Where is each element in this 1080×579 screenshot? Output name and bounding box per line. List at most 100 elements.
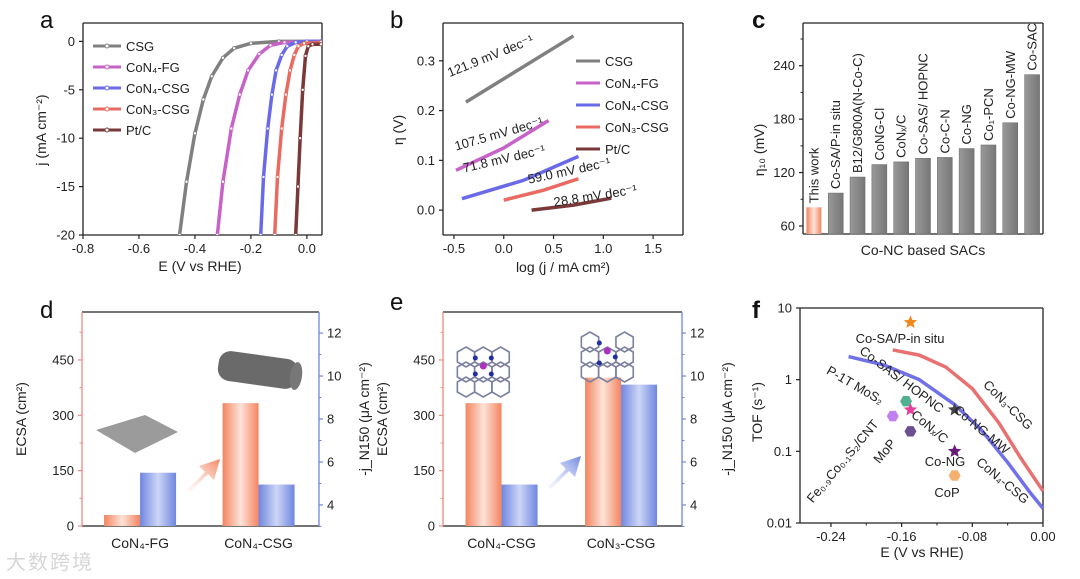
- con4-structure-illustration: [456, 346, 511, 398]
- data-point: [318, 42, 322, 47]
- x-tick-label: 0.0: [495, 241, 513, 256]
- data-point: [292, 52, 297, 57]
- y-tick-label: 0.3: [417, 53, 435, 68]
- y-tick-label: 0.0: [417, 203, 435, 218]
- bar-current-0: [140, 472, 177, 526]
- hexagon-marker: [886, 410, 899, 422]
- x-category-label: CoN₄-CSG: [467, 535, 536, 551]
- series-line-0: [177, 39, 321, 235]
- legend-marker: [104, 106, 110, 112]
- marker-label: Co-SAS/ HOPNC: [857, 343, 947, 416]
- legend-marker: [104, 85, 110, 91]
- tafel-line-0: [464, 34, 575, 104]
- bar-6: [937, 157, 953, 235]
- data-point: [293, 40, 298, 45]
- y-tick-label: 10: [690, 369, 704, 384]
- tafel-slope-label: 28.8 mV dec⁻¹: [553, 181, 639, 209]
- carbon-ring: [456, 346, 476, 368]
- bar-category-label: Co-C-N: [937, 109, 952, 153]
- x-category-label: CoN₃-CSG: [587, 535, 656, 551]
- carbon-ring: [580, 346, 600, 368]
- legend-label: CoN₄-FG: [126, 60, 180, 75]
- y-tick-label: 4: [327, 497, 334, 512]
- data-point: [295, 184, 300, 189]
- x-tick-label: -0.16: [887, 529, 917, 544]
- legend-label: CSG: [126, 39, 154, 54]
- arrow-icon: [548, 456, 581, 489]
- data-point: [209, 74, 214, 79]
- data-point: [268, 43, 273, 48]
- watermark: 大数跨境: [6, 550, 94, 574]
- nitrogen-atom: [596, 360, 602, 366]
- y-tick-label: 6: [690, 454, 697, 469]
- y-tick-label: 60: [781, 218, 795, 233]
- data-point: [265, 126, 270, 131]
- x-axis-label: Co-NC based SACs: [861, 242, 986, 258]
- data-point: [300, 87, 305, 92]
- bar-3: [871, 164, 888, 235]
- y-tick-label: 150: [413, 463, 435, 478]
- y-tick-label: -15: [56, 179, 75, 194]
- bar-5: [915, 158, 931, 235]
- bar-10: [1024, 74, 1040, 235]
- star-marker: [947, 402, 962, 416]
- data-point: [215, 233, 220, 235]
- x-tick-label: -0.6: [128, 241, 150, 256]
- x-tick-label: 0.00: [1030, 529, 1055, 544]
- data-point: [177, 233, 182, 235]
- nitrogen-atom: [488, 371, 494, 377]
- bar-category-label: Co-NG-MW: [1003, 50, 1018, 119]
- data-point: [237, 92, 242, 97]
- x-tick-label: -0.2: [240, 241, 262, 256]
- bar-current-0: [501, 484, 538, 526]
- cobalt-atom: [479, 362, 487, 370]
- y-tick-label: 0.2: [417, 103, 435, 118]
- tube-end: [289, 362, 303, 390]
- hexagon-marker: [904, 426, 917, 437]
- data-point: [285, 44, 290, 49]
- x-tick-label: -0.8: [72, 241, 94, 256]
- panel-letter-e: e: [390, 289, 403, 316]
- tafel-line-2: [461, 154, 580, 201]
- bar-9: [1002, 122, 1019, 235]
- carbon-ring: [456, 361, 476, 383]
- bar-4: [893, 161, 909, 235]
- bar-ecsa-1: [585, 377, 622, 526]
- legend-label: CSG: [605, 54, 633, 69]
- y-tick-label: 0: [428, 519, 435, 534]
- data-point: [288, 68, 293, 73]
- y-tick-label: 0: [67, 519, 74, 534]
- x-tick-label: -0.4: [184, 241, 206, 256]
- marker-label: Co-SA/P-in situ: [856, 331, 945, 346]
- y-axis-label: η (V): [390, 115, 406, 145]
- data-point: [248, 41, 253, 46]
- data-point: [220, 55, 225, 60]
- x-tick-label: 1.5: [644, 241, 662, 256]
- y-tick-label: 300: [52, 408, 74, 423]
- y-axis-label: η₁₀ (mV): [751, 124, 767, 177]
- bar-category-label: CoNG-Cl: [872, 108, 887, 161]
- data-point: [293, 233, 298, 235]
- legend-label: Pt/C: [126, 123, 151, 138]
- bar-current-1: [258, 484, 295, 526]
- carbon-ring: [615, 331, 635, 353]
- star-marker: [903, 402, 918, 416]
- bar-category-label: This work: [806, 147, 821, 203]
- hexagon-marker: [900, 396, 913, 407]
- bar-0: [806, 207, 822, 234]
- y-tick-label: 1: [785, 372, 792, 387]
- legend-marker: [104, 43, 110, 49]
- carbon-ring: [491, 346, 511, 368]
- bar-category-label: Co-SAC: [1025, 23, 1040, 71]
- y-tick-label: 8: [327, 412, 334, 427]
- panel-c-overpotential-comparison: 60 120 180 240 Co-NC based SACs η₁₀ (mV) This …: [751, 22, 1044, 258]
- legend-marker: [104, 64, 110, 70]
- bar-category-label: CoNₓ/C: [894, 115, 909, 158]
- legend-marker: [104, 127, 110, 133]
- panel-a-polarization-curves: -0.8 -0.6 -0.4 -0.2 0.0 0 -5 -10 -15 -20 E (V vs R…: [33, 22, 323, 274]
- carbon-ring: [580, 331, 600, 353]
- data-point: [296, 44, 301, 49]
- y-tick-label: 0: [68, 34, 75, 49]
- data-point: [298, 136, 303, 141]
- data-point: [279, 52, 284, 57]
